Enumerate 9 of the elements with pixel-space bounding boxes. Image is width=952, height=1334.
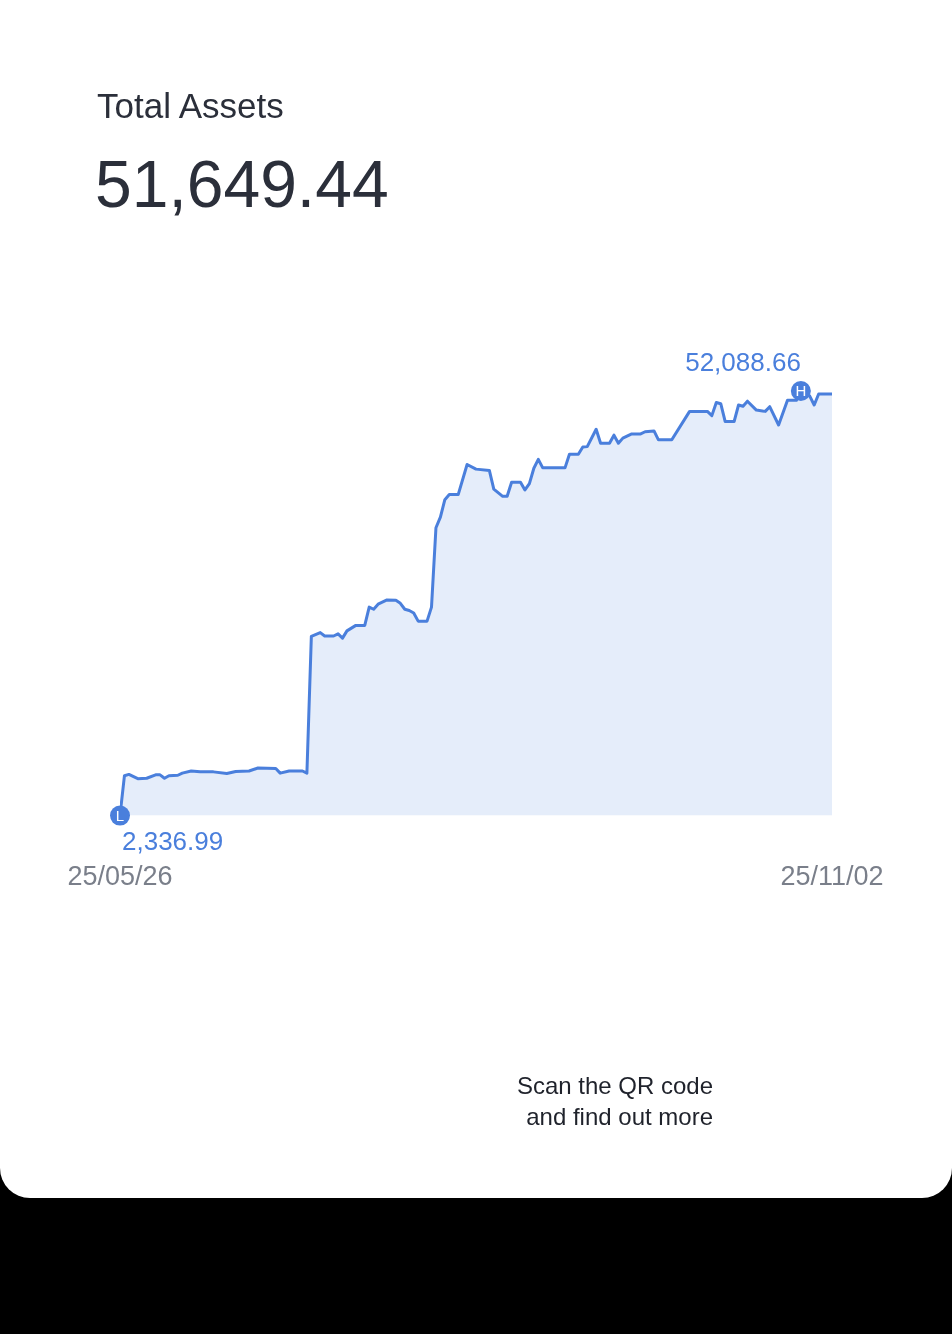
x-tick-label: 25/11/02 [780,861,884,892]
annotation: H [795,382,807,400]
annotation: 2,336.99 [122,825,224,856]
annotation: L [115,806,125,824]
annotation: 52,088.66 [685,347,801,378]
text: Scan the QR code and find out more [515,1071,713,1132]
chart-subtitle: 51,649.44 [95,146,389,222]
chart-title: Total Assets [97,86,284,126]
x-tick-label: 25/05/26 [67,861,173,892]
